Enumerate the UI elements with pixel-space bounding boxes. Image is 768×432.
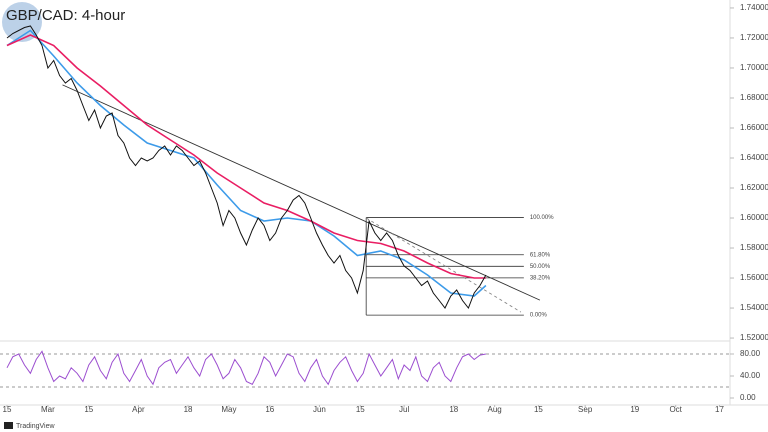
fib-label: 100.00% — [530, 215, 554, 221]
series-line — [6, 25, 487, 309]
fib-label: 50.00% — [530, 264, 551, 270]
series-line — [6, 34, 486, 279]
fib-label: 61.80% — [530, 252, 551, 258]
x-tick-label: Apr — [132, 405, 145, 414]
y-tick-label: 1.74000 — [740, 3, 768, 12]
x-tick-label: 17 — [715, 405, 724, 414]
x-tick-label: 15 — [3, 405, 12, 414]
x-tick-label: Mar — [41, 405, 55, 414]
y-tick-label: 1.66000 — [740, 123, 768, 132]
y-tick-label: 1.54000 — [740, 303, 768, 312]
fib-label: 0.00% — [530, 313, 548, 319]
x-tick-label: Sep — [578, 405, 593, 414]
series-line — [6, 350, 486, 386]
y-tick-label: 1.72000 — [740, 33, 768, 42]
y-tick-label: 1.64000 — [740, 153, 768, 162]
dashed-line — [365, 217, 522, 313]
y-tick-label: 1.68000 — [740, 93, 768, 102]
y-tick-label: 0.00 — [740, 393, 756, 402]
x-tick-label: Oct — [669, 405, 682, 414]
x-tick-label: Aug — [488, 405, 502, 414]
y-tick-label: 1.60000 — [740, 213, 768, 222]
x-tick-label: 15 — [84, 405, 93, 414]
y-tick-label: 1.56000 — [740, 273, 768, 282]
x-tick-label: Jul — [399, 405, 409, 414]
y-tick-label: 80.00 — [740, 349, 761, 358]
y-tick-label: 1.52000 — [740, 333, 768, 342]
x-tick-label: 19 — [630, 405, 639, 414]
footer: TradingView — [16, 423, 55, 430]
y-tick-label: 1.70000 — [740, 63, 768, 72]
x-tick-label: Jun — [313, 405, 326, 414]
y-tick-label: 1.58000 — [740, 243, 768, 252]
chart-title: GBP/CAD: 4-hour — [6, 7, 125, 24]
x-tick-label: 18 — [449, 405, 458, 414]
fib-label: 38.20% — [530, 275, 551, 281]
x-tick-label: 18 — [184, 405, 193, 414]
x-tick-label: 16 — [265, 405, 274, 414]
y-tick-label: 40.00 — [740, 371, 761, 380]
series-line — [6, 29, 487, 297]
tv-logo — [4, 422, 13, 429]
y-tick-label: 1.62000 — [740, 183, 768, 192]
x-tick-label: 15 — [534, 405, 543, 414]
x-tick-label: 15 — [356, 405, 365, 414]
x-tick-label: May — [221, 405, 236, 414]
